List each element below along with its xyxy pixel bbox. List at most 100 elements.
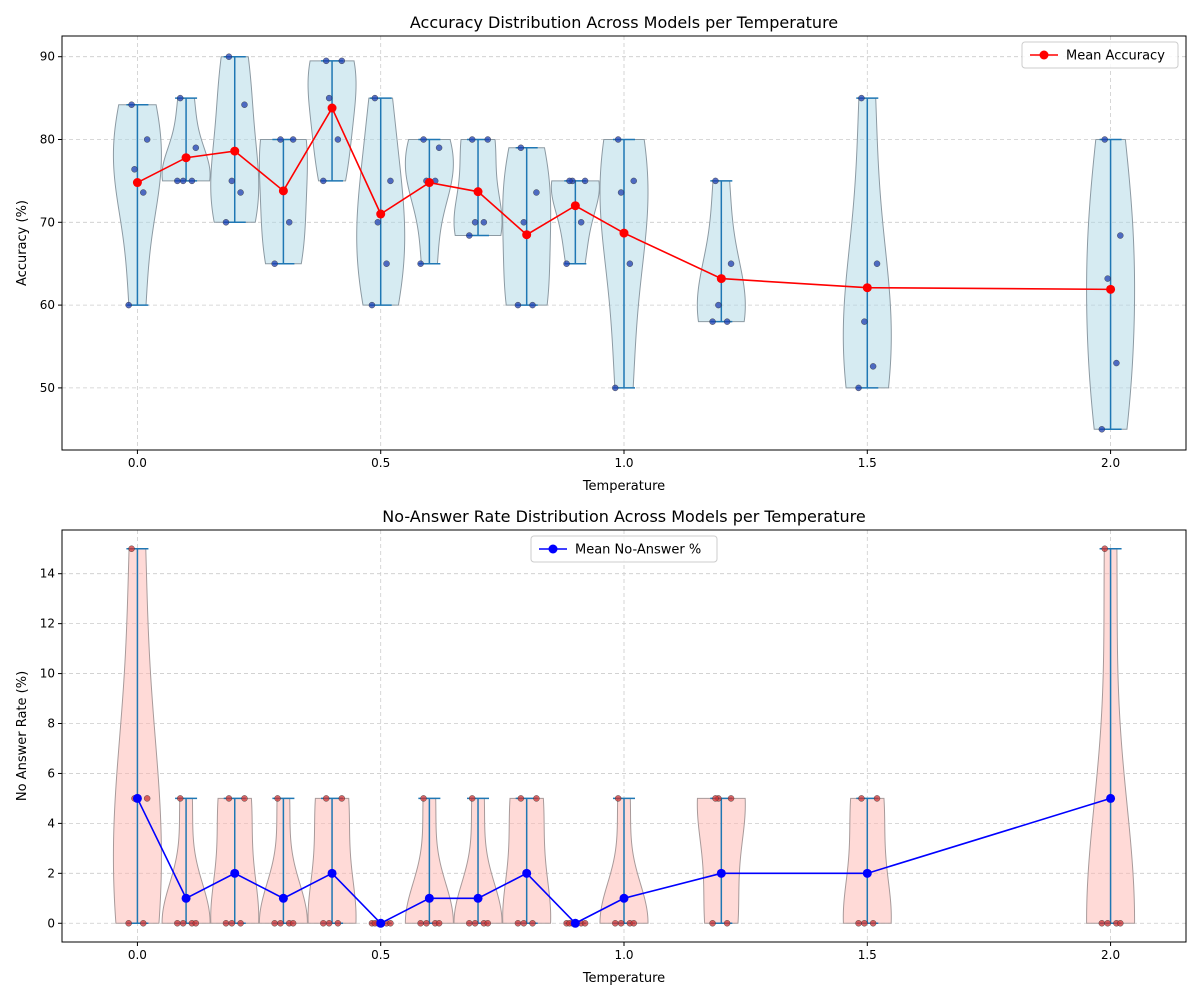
data-point <box>368 301 376 309</box>
data-point <box>1117 920 1124 927</box>
data-point <box>420 795 427 802</box>
data-point <box>873 795 881 802</box>
data-point <box>614 795 622 802</box>
data-point <box>1104 275 1111 282</box>
data-point <box>712 795 719 802</box>
data-point <box>484 920 491 927</box>
data-point <box>143 136 151 143</box>
legend-label: Mean No-Answer % <box>575 543 701 558</box>
y-tick-label: 80 <box>40 133 55 147</box>
data-point <box>371 94 379 102</box>
data-point <box>277 136 284 143</box>
data-point <box>323 57 330 65</box>
data-point <box>1117 232 1124 239</box>
data-point <box>861 920 868 927</box>
data-point <box>417 920 424 927</box>
mean-marker <box>424 178 434 188</box>
data-point <box>861 318 868 325</box>
data-point <box>174 177 181 185</box>
y-tick-label: 4 <box>47 816 55 830</box>
data-point <box>614 136 622 143</box>
data-point <box>387 920 394 927</box>
data-point <box>289 920 297 927</box>
data-point <box>612 920 619 927</box>
data-point <box>626 260 634 267</box>
data-point <box>712 177 719 185</box>
y-tick-label: 0 <box>47 916 55 930</box>
data-point <box>420 136 427 143</box>
mean-marker <box>1106 284 1116 294</box>
mean-marker <box>132 793 142 803</box>
mean-marker <box>278 893 288 903</box>
no-answer-chart: 0.0 0.5 1.0 1.5 2.0 0 2 4 6 8 10 12 14 No-Answer Rate… <box>15 507 1187 986</box>
data-point <box>387 177 394 185</box>
ticks: 0.0 0.5 1.0 1.5 2.0 50 60 70 80 90 <box>40 50 1120 470</box>
data-point <box>435 144 443 151</box>
data-point <box>577 219 585 226</box>
data-point <box>471 920 479 927</box>
data-point <box>271 920 278 927</box>
x-tick-label: 0.5 <box>371 948 390 962</box>
mean-marker <box>376 918 386 928</box>
data-point <box>858 795 865 802</box>
data-point <box>374 219 381 226</box>
data-point <box>125 301 132 309</box>
x-tick-label: 0.0 <box>128 948 147 962</box>
data-point <box>855 920 862 927</box>
x-tick-label: 0.5 <box>371 456 390 470</box>
data-point <box>1101 545 1108 552</box>
mean-marker <box>230 868 240 878</box>
data-point <box>237 920 244 927</box>
chart-title: No-Answer Rate Distribution Across Model… <box>382 507 865 526</box>
data-point <box>423 920 430 927</box>
data-point <box>869 920 877 927</box>
data-point <box>869 363 877 370</box>
data-point <box>128 101 135 108</box>
data-point <box>514 920 522 927</box>
x-tick-label: 2.0 <box>1101 456 1120 470</box>
data-point <box>125 920 132 927</box>
legend-label: Mean Accuracy <box>1066 49 1165 64</box>
data-point <box>630 920 637 927</box>
data-point <box>520 920 527 927</box>
mean-marker <box>473 893 483 903</box>
data-point <box>237 189 244 196</box>
mean-line <box>137 106 1111 291</box>
data-point <box>338 795 345 802</box>
data-point <box>179 920 187 927</box>
legend-box <box>1021 41 1179 69</box>
y-tick-label: 12 <box>40 617 55 631</box>
mean-marker <box>862 868 872 878</box>
data-point <box>484 136 491 143</box>
mean-marker <box>132 178 142 188</box>
data-point <box>177 795 184 802</box>
data-point <box>533 795 540 802</box>
mean-marker <box>1106 793 1116 803</box>
mean-marker <box>230 146 240 156</box>
mean-line <box>136 797 1111 925</box>
data-point <box>140 189 147 196</box>
data-point <box>222 219 230 226</box>
data-point <box>612 384 619 392</box>
mean-marker <box>376 209 386 219</box>
y-tick-label: 2 <box>47 866 55 880</box>
y-tick-label: 50 <box>40 381 55 395</box>
data-point <box>383 260 390 267</box>
data-point <box>179 177 187 185</box>
legend: Mean Accuracy <box>1021 41 1179 69</box>
data-point <box>468 795 476 802</box>
chart-title: Accuracy Distribution Across Models per … <box>410 13 838 32</box>
data-point <box>225 795 233 802</box>
data-point <box>563 260 570 267</box>
data-point <box>466 920 473 927</box>
y-tick-label: 70 <box>40 215 55 229</box>
mean-marker <box>619 893 629 903</box>
data-point <box>471 219 479 226</box>
y-tick-label: 60 <box>40 298 55 312</box>
legend-marker <box>1039 50 1049 60</box>
mean-marker <box>181 893 191 903</box>
mean-marker <box>570 918 580 928</box>
mean-marker <box>570 201 580 211</box>
data-point <box>723 318 731 325</box>
data-point <box>289 136 297 143</box>
